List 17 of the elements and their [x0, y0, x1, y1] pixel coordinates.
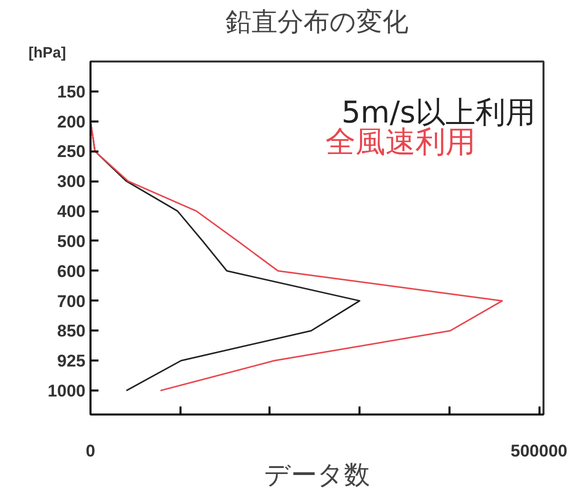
- chart-title: 鉛直分布の変化: [226, 8, 408, 38]
- y-tick-label: 700: [57, 292, 86, 311]
- y-tick-label: 1000: [48, 382, 86, 401]
- y-tick-label: 200: [57, 112, 86, 132]
- y-tick-label: 300: [57, 172, 86, 192]
- y-tick-label: 500: [57, 232, 86, 251]
- text: 全風速利用: [326, 125, 476, 160]
- y-tick-label: 400: [57, 202, 86, 222]
- y-tick-label: 150: [57, 82, 86, 102]
- y-tick-label: 250: [57, 142, 86, 162]
- x-tick-label: 500000: [510, 442, 568, 460]
- y-tick-label: 925: [57, 352, 86, 371]
- y-tick-label: 850: [57, 322, 86, 341]
- y-tick-label: 600: [57, 262, 86, 281]
- x-axis-title: データ数: [264, 460, 370, 490]
- x-tick-label: 0: [86, 442, 96, 460]
- y-axis-title: [hPa]: [28, 44, 66, 62]
